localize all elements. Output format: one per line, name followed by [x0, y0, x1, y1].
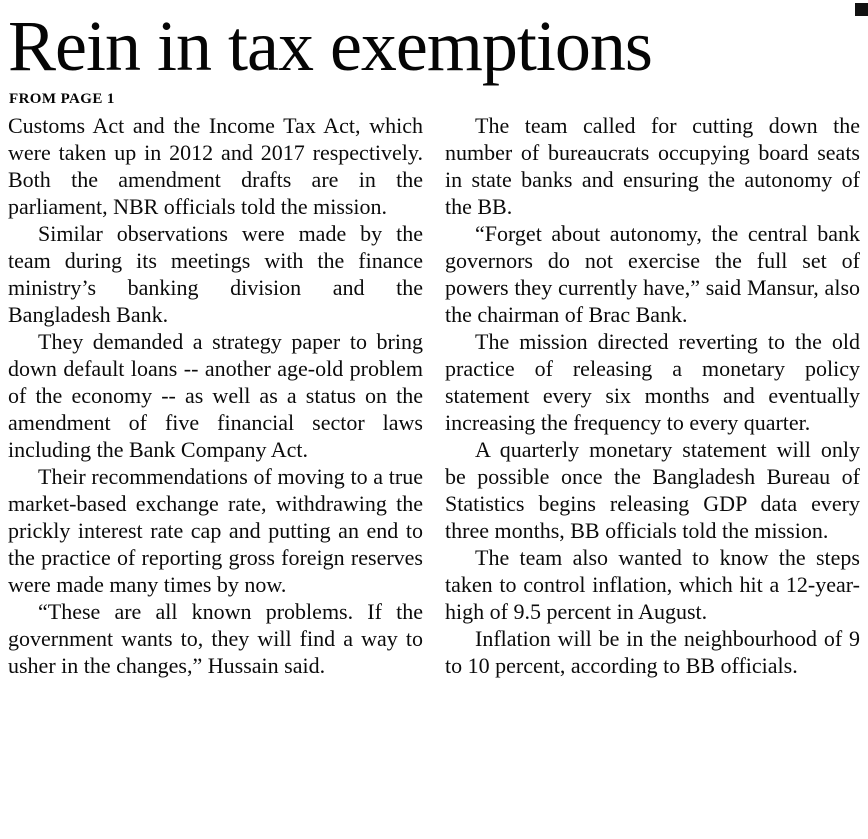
paragraph: Inflation will be in the neighbourhood o… [445, 626, 860, 678]
column-right: The team called for cutting down the num… [445, 112, 860, 679]
paragraph: Their recommendations of moving to a tru… [8, 464, 423, 597]
paragraph: The team called for cutting down the num… [445, 113, 860, 219]
paragraph: The mission directed reverting to the ol… [445, 329, 860, 435]
paragraph: Similar observations were made by the te… [8, 221, 423, 327]
corner-ink-mark [855, 3, 868, 16]
paragraph: A quarterly monetary statement will only… [445, 437, 860, 543]
paragraph: They demanded a strategy paper to bring … [8, 329, 423, 462]
paragraph: The team also wanted to know the steps t… [445, 545, 860, 624]
from-page-label: FROM PAGE 1 [9, 91, 115, 107]
article-title: Rein in tax exemptions [8, 6, 653, 86]
newspaper-page: Rein in tax exemptions FROM PAGE 1 Custo… [8, 3, 868, 679]
paragraph: “These are all known problems. If the go… [8, 599, 423, 678]
paragraph: Customs Act and the Income Tax Act, whic… [8, 113, 423, 219]
column-left: Customs Act and the Income Tax Act, whic… [8, 112, 423, 679]
paragraph: “Forget about autonomy, the central bank… [445, 221, 860, 327]
article-body: Customs Act and the Income Tax Act, whic… [8, 112, 860, 679]
